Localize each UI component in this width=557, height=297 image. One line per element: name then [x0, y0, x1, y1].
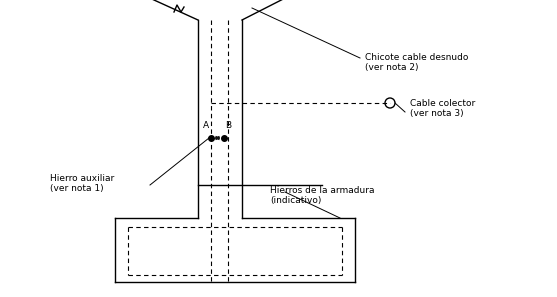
Text: Hierros de la armadura
(indicativo): Hierros de la armadura (indicativo): [270, 186, 374, 206]
Text: Chicote cable desnudo
(ver nota 2): Chicote cable desnudo (ver nota 2): [365, 53, 468, 72]
Text: A: A: [203, 121, 209, 130]
Text: Hierro auxiliar
(ver nota 1): Hierro auxiliar (ver nota 1): [50, 174, 114, 193]
Text: B: B: [225, 121, 231, 130]
Text: Cable colector
(ver nota 3): Cable colector (ver nota 3): [410, 99, 475, 119]
